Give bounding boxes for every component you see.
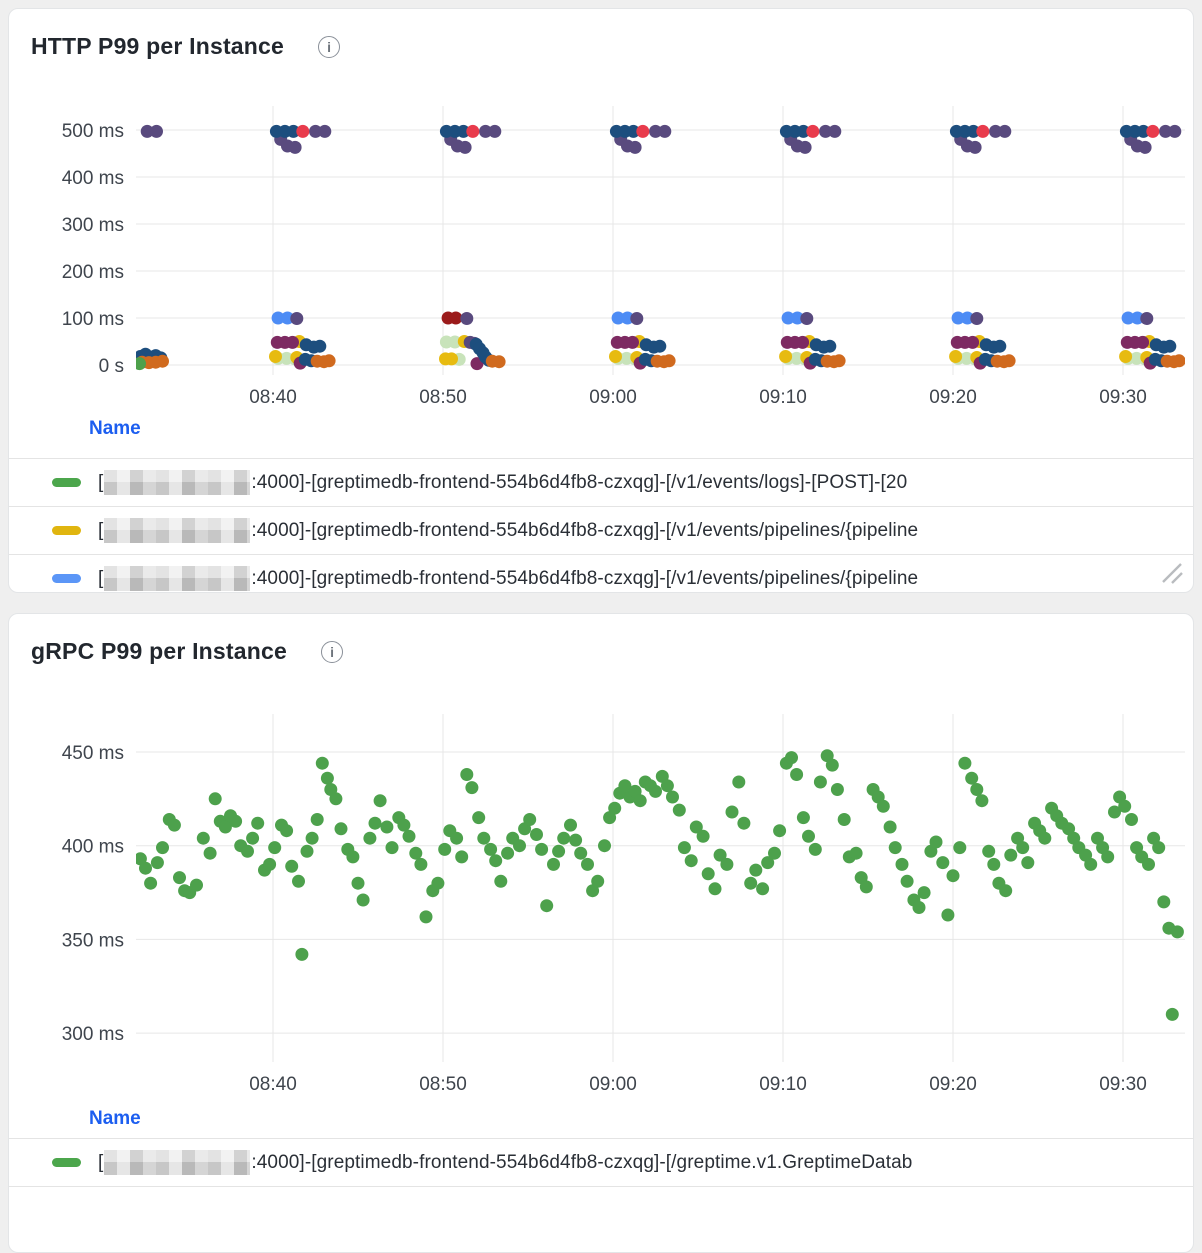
series-marker <box>52 526 81 535</box>
y-tick-label: 200 ms <box>62 262 124 283</box>
grpc-scatter-chart: 450 ms 400 ms 350 ms 300 ms 08:40 08:50 09:00 0… <box>62 714 1185 1095</box>
series-label: [:4000]-[greptimedb-frontend-554b6d4fb8-… <box>98 518 919 543</box>
legend-header-name[interactable]: Name <box>89 418 141 439</box>
panel-title-grpc: gRPC P99 per Instance <box>31 638 288 664</box>
series-label: [:4000]-[greptimedb-frontend-554b6d4fb8-… <box>98 566 919 591</box>
y-tick-label: 0 s <box>99 356 124 377</box>
http-legend: [:4000]-[greptimedb-frontend-554b6d4fb8-… <box>9 458 1193 592</box>
scatter-points <box>136 749 1184 1021</box>
panel-title-http: HTTP P99 per Instance <box>31 33 285 59</box>
y-tick-label: 400 ms <box>62 168 124 189</box>
x-tick-label: 08:50 <box>419 387 467 408</box>
series-label: [:4000]-[greptimedb-frontend-554b6d4fb8-… <box>98 1150 913 1175</box>
x-tick-label: 09:10 <box>759 387 807 408</box>
legend-row[interactable]: [:4000]-[greptimedb-frontend-554b6d4fb8-… <box>9 554 1193 592</box>
legend-row[interactable]: [:4000]-[greptimedb-frontend-554b6d4fb8-… <box>9 506 1193 554</box>
y-tick-label: 400 ms <box>62 837 124 858</box>
grpc-legend: [:4000]-[greptimedb-frontend-554b6d4fb8-… <box>9 1138 1193 1234</box>
y-tick-label: 300 ms <box>62 1024 124 1045</box>
y-tick-label: 300 ms <box>62 215 124 236</box>
legend-row[interactable]: [:4000]-[greptimedb-frontend-554b6d4fb8-… <box>9 1138 1193 1186</box>
x-tick-label: 09:00 <box>589 387 637 408</box>
series-marker <box>52 478 81 487</box>
x-tick-label: 09:10 <box>759 1074 807 1095</box>
y-tick-label: 500 ms <box>62 121 124 142</box>
x-tick-label: 09:00 <box>589 1074 637 1095</box>
y-tick-label: 450 ms <box>62 743 124 764</box>
legend-row[interactable]: [:4000]-[greptimedb-frontend-554b6d4fb8-… <box>9 458 1193 506</box>
series-marker <box>52 574 81 583</box>
x-tick-label: 09:30 <box>1099 1074 1147 1095</box>
series-label: [:4000]-[greptimedb-frontend-554b6d4fb8-… <box>98 470 908 495</box>
http-p99-panel: 500 ms 400 ms 300 ms 200 ms 100 ms 0 s 08:40 08… <box>8 8 1194 593</box>
x-tick-label: 08:40 <box>249 1074 297 1095</box>
x-tick-label: 09:20 <box>929 387 977 408</box>
x-tick-label: 09:30 <box>1099 387 1147 408</box>
x-tick-label: 08:40 <box>249 387 297 408</box>
legend-header-name[interactable]: Name <box>89 1108 141 1129</box>
grpc-p99-panel: 450 ms 400 ms 350 ms 300 ms 08:40 08:50 09:00 0… <box>8 613 1194 1253</box>
x-tick-label: 09:20 <box>929 1074 977 1095</box>
http-scatter-chart: 500 ms 400 ms 300 ms 200 ms 100 ms 0 s 08:40 08… <box>62 106 1185 408</box>
x-tick-label: 08:50 <box>419 1074 467 1095</box>
redacted-host-blur <box>104 470 251 495</box>
scatter-points <box>136 124 1185 371</box>
info-icon[interactable]: i <box>318 35 341 58</box>
legend-row <box>9 1186 1193 1234</box>
redacted-host-blur <box>104 518 251 543</box>
info-icon[interactable]: i <box>321 640 344 663</box>
panel-resize-handle[interactable] <box>1159 560 1183 584</box>
series-marker <box>52 1158 81 1167</box>
redacted-host-blur <box>104 1150 251 1175</box>
redacted-host-blur <box>104 566 251 591</box>
y-tick-label: 350 ms <box>62 930 124 951</box>
y-tick-label: 100 ms <box>62 309 124 330</box>
